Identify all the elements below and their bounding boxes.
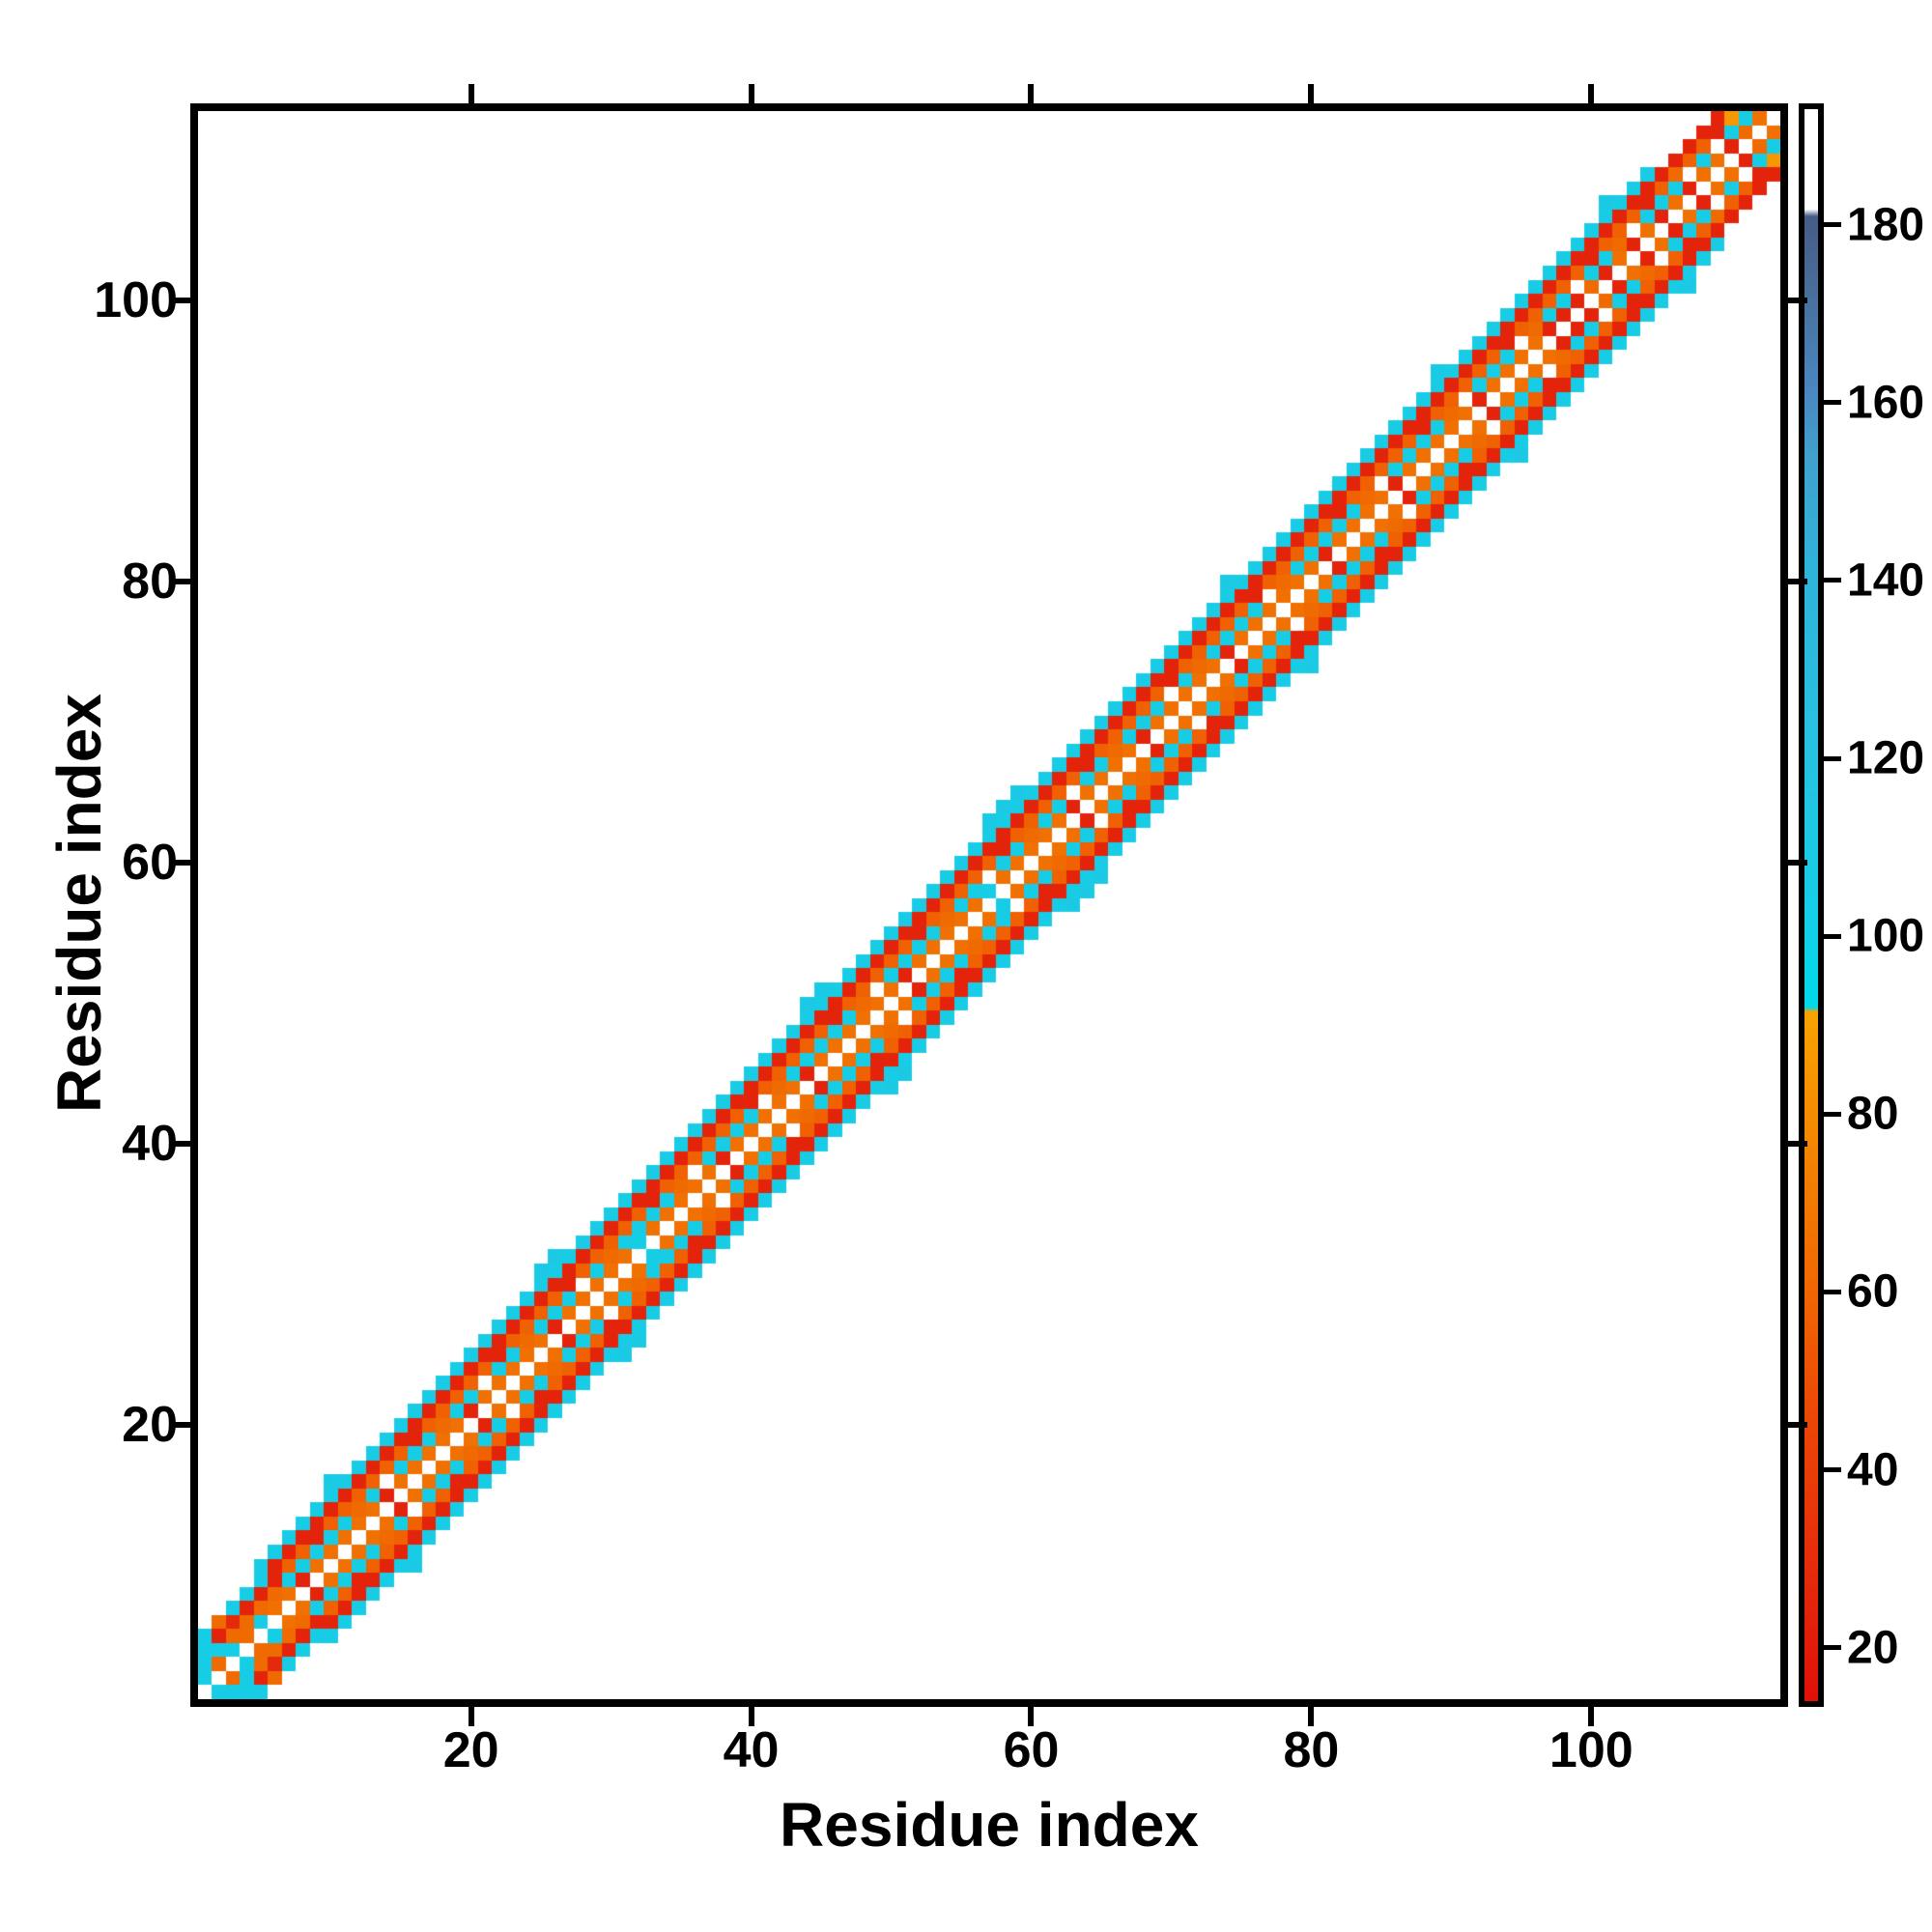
x-tick-mark (1028, 1707, 1035, 1726)
heatmap-canvas (198, 111, 1780, 1699)
x-tick-mark (748, 1707, 754, 1726)
colorbar-tick-mark (1824, 1289, 1841, 1294)
y-tick-mark-right (1788, 579, 1807, 585)
x-tick-mark-top (468, 84, 474, 103)
x-tick-mark (1588, 1707, 1595, 1726)
colorbar-tick-label: 140 (1847, 554, 1925, 607)
colorbar-tick-label: 100 (1847, 910, 1925, 962)
colorbar-tick-label: 60 (1847, 1265, 1899, 1318)
x-tick-mark (468, 1707, 474, 1726)
y-tick-label: 100 (94, 272, 178, 329)
colorbar-tick-label: 20 (1847, 1622, 1899, 1674)
colorbar-tick-label: 180 (1847, 199, 1925, 251)
x-tick-label: 60 (1003, 1722, 1060, 1778)
colorbar-tick-mark (1824, 1111, 1841, 1117)
y-tick-mark (171, 298, 190, 304)
y-tick-mark (171, 1141, 190, 1148)
y-tick-mark (171, 860, 190, 867)
colorbar-tick-label: 120 (1847, 732, 1925, 784)
x-tick-label: 40 (723, 1722, 780, 1778)
x-tick-label: 20 (442, 1722, 499, 1778)
y-tick-mark-right (1788, 298, 1807, 304)
y-tick-label: 60 (122, 835, 178, 892)
colorbar-tick-mark (1824, 400, 1841, 406)
x-axis-label: Residue index (780, 1790, 1199, 1860)
colorbar-tick-label: 160 (1847, 377, 1925, 429)
y-tick-mark-right (1788, 860, 1807, 867)
x-tick-mark-top (1028, 84, 1035, 103)
colorbar-tick-mark (1824, 1467, 1841, 1473)
y-tick-mark-right (1788, 1141, 1807, 1148)
colorbar-tick-mark (1824, 755, 1841, 761)
colorbar-tick-label: 40 (1847, 1444, 1899, 1496)
y-tick-mark (171, 1422, 190, 1429)
colorbar-tick-mark (1824, 222, 1841, 228)
x-tick-mark (1308, 1707, 1315, 1726)
y-axis-label: Residue index (44, 694, 114, 1113)
colorbar-gradient (1804, 109, 1818, 1701)
y-tick-label: 40 (122, 1116, 178, 1173)
x-tick-label: 80 (1283, 1722, 1340, 1778)
y-tick-mark (171, 579, 190, 585)
colorbar-tick-label: 80 (1847, 1088, 1899, 1140)
y-tick-label: 20 (122, 1397, 178, 1454)
colorbar-tick-mark (1824, 1645, 1841, 1651)
x-tick-mark-top (748, 84, 754, 103)
colorbar-tick-mark (1824, 578, 1841, 583)
x-tick-mark-top (1588, 84, 1595, 103)
colorbar-tick-mark (1824, 933, 1841, 939)
x-tick-label: 100 (1548, 1722, 1634, 1778)
x-tick-mark-top (1308, 84, 1315, 103)
y-tick-label: 80 (122, 554, 178, 611)
y-tick-mark-right (1788, 1422, 1807, 1429)
